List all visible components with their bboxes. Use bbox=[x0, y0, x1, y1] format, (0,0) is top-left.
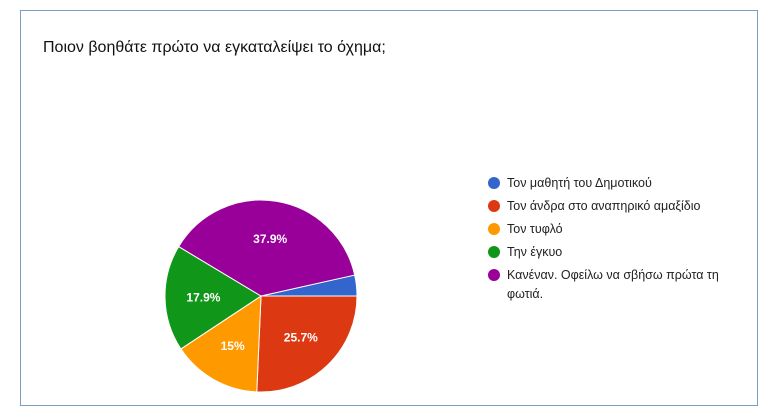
pie-chart: 25.7% 15% 17.9% 37.9% bbox=[164, 199, 358, 393]
legend-label-4: Κανέναν. Οφείλω να σβήσω πρώτα τη φωτιά. bbox=[507, 268, 719, 301]
legend-label-0: Τον μαθητή του Δημοτικού bbox=[507, 176, 652, 190]
pie-slice-label-4: 37.9% bbox=[253, 232, 287, 246]
legend-item-1[interactable]: Τον άνδρα στο αναπηρικό αμαξίδιο bbox=[488, 197, 748, 216]
legend-item-4[interactable]: Κανέναν. Οφείλω να σβήσω πρώτα τη φωτιά. bbox=[488, 266, 748, 304]
legend-item-2[interactable]: Τον τυφλό bbox=[488, 220, 748, 239]
legend-label-2: Τον τυφλό bbox=[507, 222, 563, 236]
pie-slice-1 bbox=[256, 295, 358, 393]
legend-label-3: Την έγκυο bbox=[507, 245, 563, 259]
pie-slice-4 bbox=[177, 199, 356, 297]
legend-swatch-2 bbox=[488, 223, 500, 235]
pie-chart-area: 25.7% 15% 17.9% 37.9% bbox=[161, 171, 361, 401]
legend-swatch-1 bbox=[488, 200, 500, 212]
chart-legend: Τον μαθητή του Δημοτικού Τον άνδρα στο αν… bbox=[488, 174, 748, 308]
pie-slice-3 bbox=[164, 245, 262, 350]
chart-title: Ποιον βοηθάτε πρώτο να εγκαταλείψει το ό… bbox=[43, 39, 386, 56]
legend-label-1: Τον άνδρα στο αναπηρικό αμαξίδιο bbox=[507, 199, 701, 213]
legend-swatch-3 bbox=[488, 246, 500, 258]
legend-item-0[interactable]: Τον μαθητή του Δημοτικού bbox=[488, 174, 748, 193]
legend-swatch-0 bbox=[488, 177, 500, 189]
pie-slice-2 bbox=[180, 295, 262, 393]
pie-slice-label-2: 15% bbox=[221, 339, 245, 353]
legend-item-3[interactable]: Την έγκυο bbox=[488, 243, 748, 262]
legend-swatch-4 bbox=[488, 269, 500, 281]
pie-slice-label-3: 17.9% bbox=[186, 290, 220, 304]
pie-slice-label-1: 25.7% bbox=[284, 331, 318, 345]
chart-frame: Ποιον βοηθάτε πρώτο να εγκαταλείψει το ό… bbox=[20, 10, 758, 406]
